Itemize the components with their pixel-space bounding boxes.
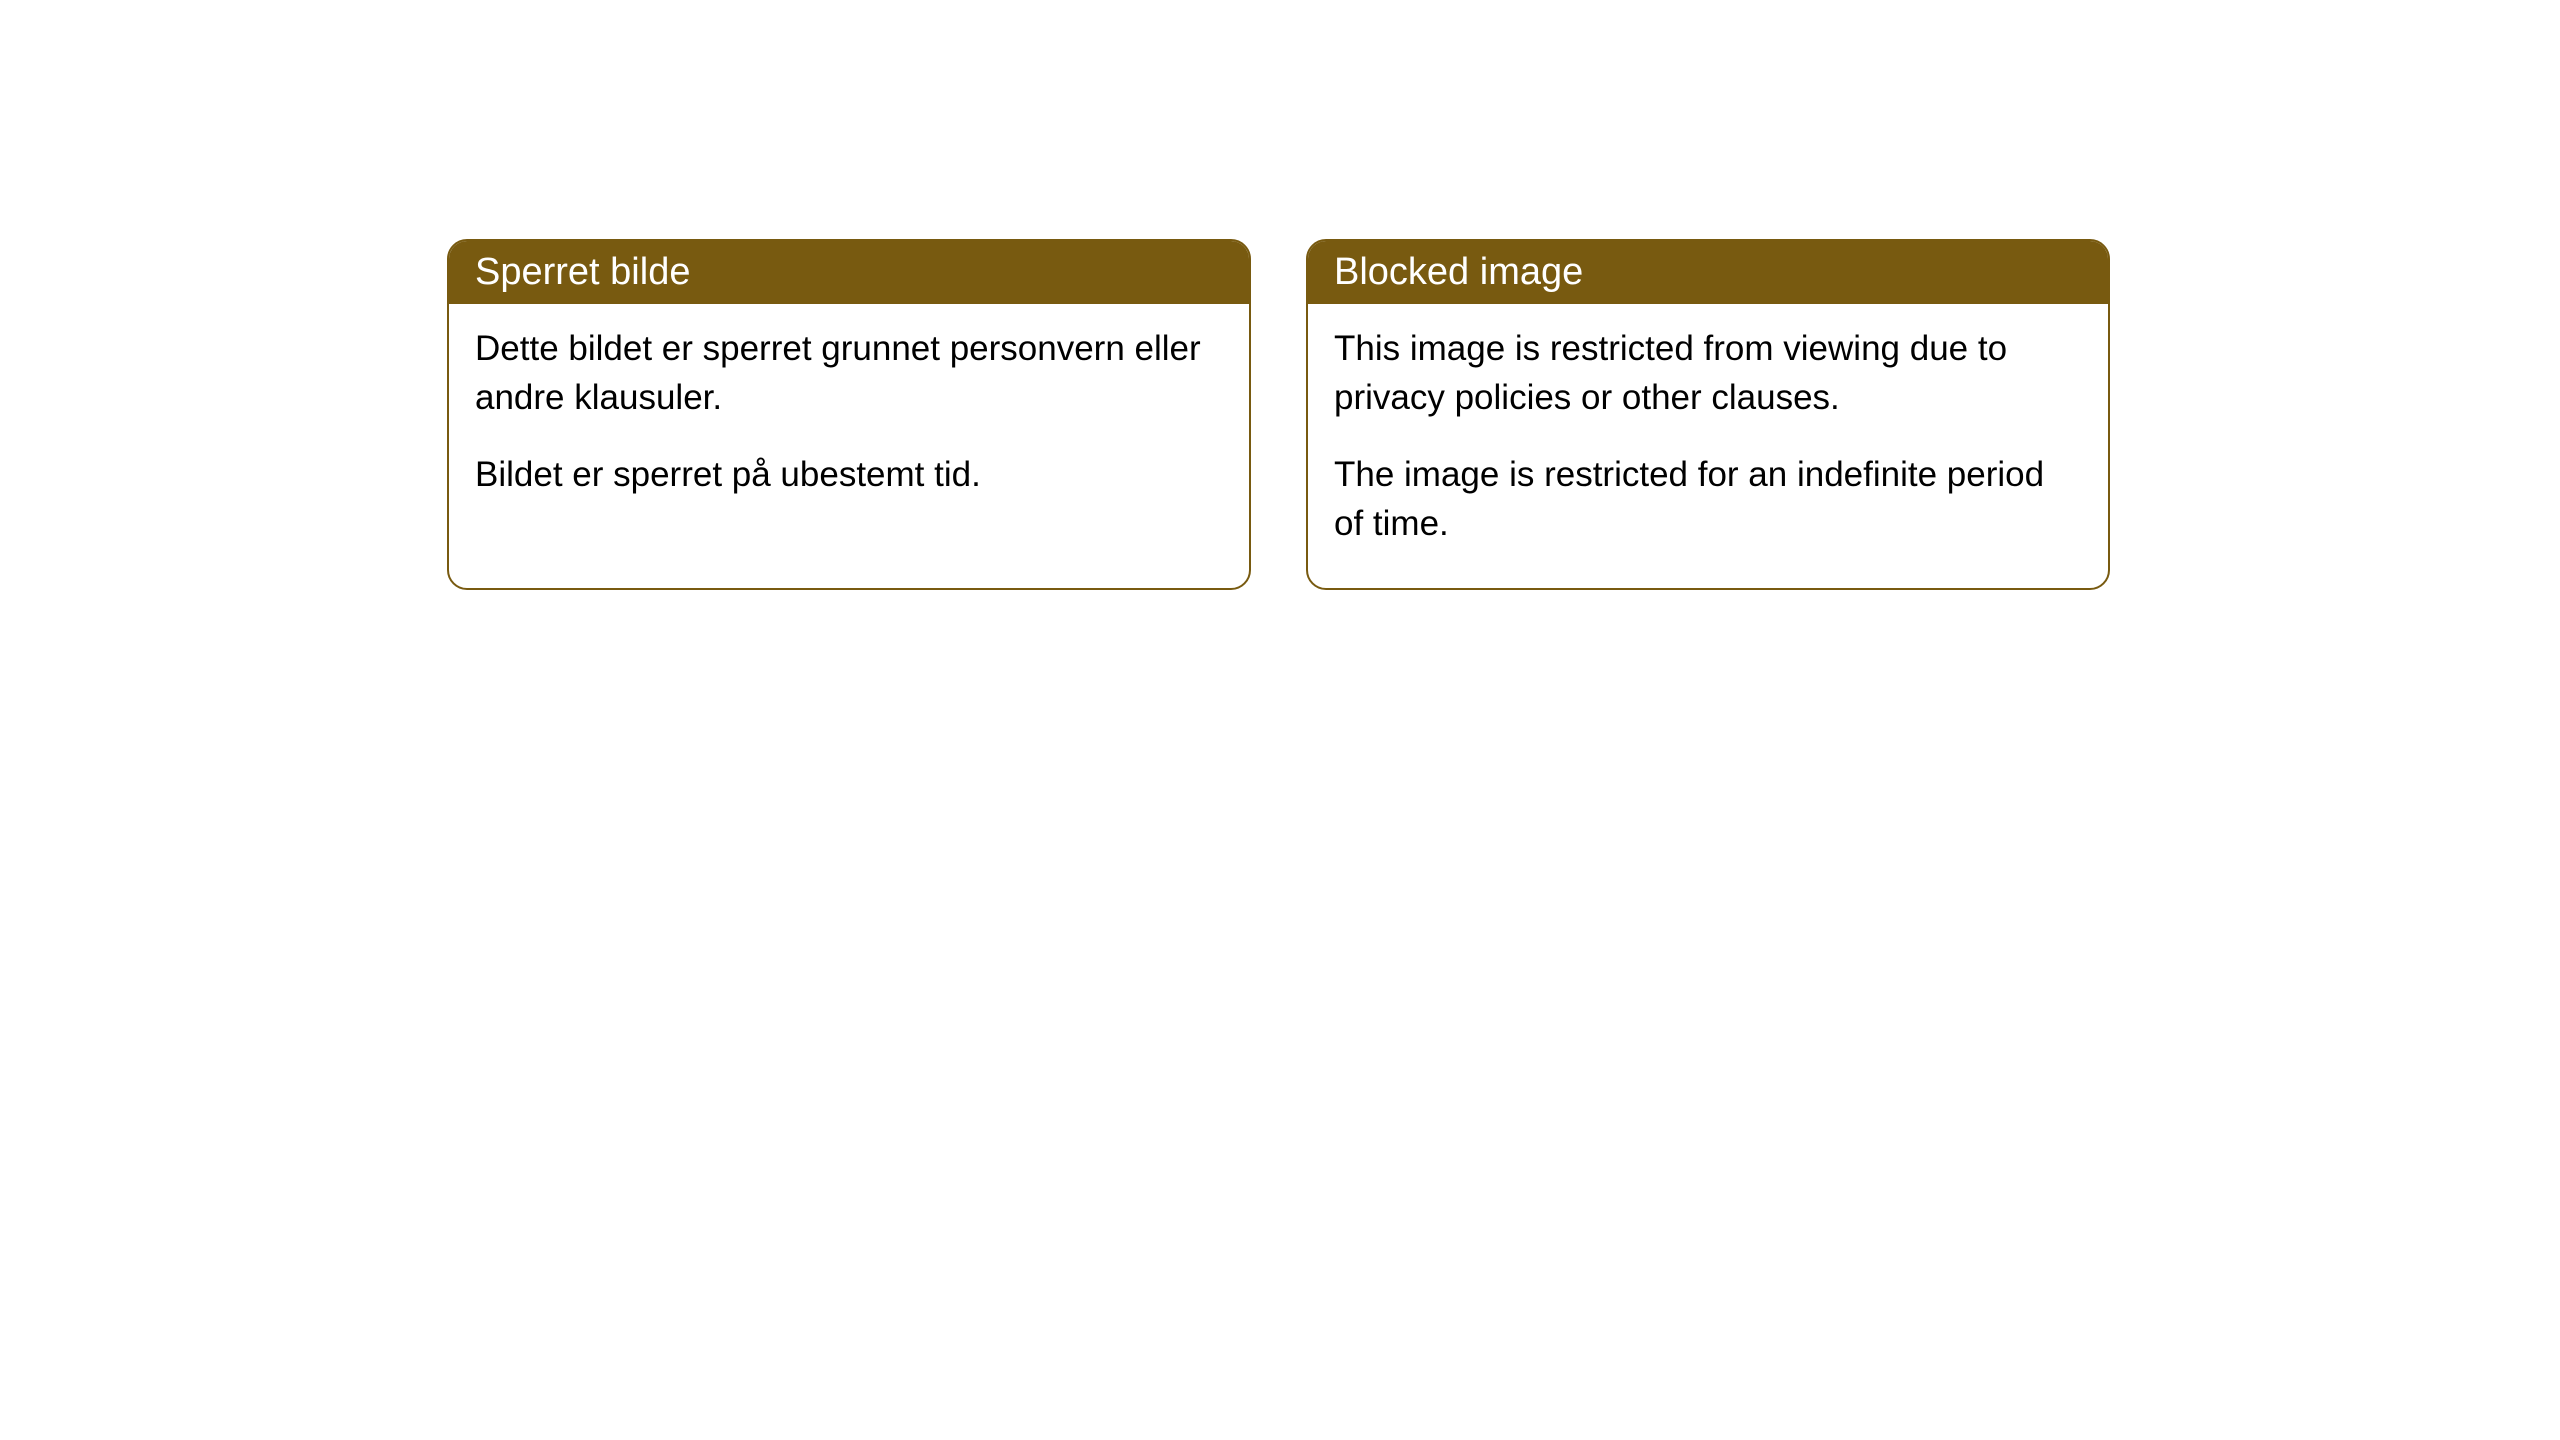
- card-title: Blocked image: [1334, 251, 1583, 293]
- notice-text-paragraph: Bildet er sperret på ubestemt tid.: [475, 450, 1223, 499]
- card-title: Sperret bilde: [475, 251, 690, 293]
- notice-cards-container: Sperret bilde Dette bildet er sperret gr…: [447, 239, 2110, 590]
- card-header-english: Blocked image: [1308, 241, 2108, 304]
- card-body-norwegian: Dette bildet er sperret grunnet personve…: [449, 304, 1249, 539]
- notice-text-paragraph: Dette bildet er sperret grunnet personve…: [475, 324, 1223, 422]
- notice-text-paragraph: The image is restricted for an indefinit…: [1334, 450, 2082, 548]
- card-body-english: This image is restricted from viewing du…: [1308, 304, 2108, 588]
- card-header-norwegian: Sperret bilde: [449, 241, 1249, 304]
- notice-card-english: Blocked image This image is restricted f…: [1306, 239, 2110, 590]
- notice-card-norwegian: Sperret bilde Dette bildet er sperret gr…: [447, 239, 1251, 590]
- notice-text-paragraph: This image is restricted from viewing du…: [1334, 324, 2082, 422]
